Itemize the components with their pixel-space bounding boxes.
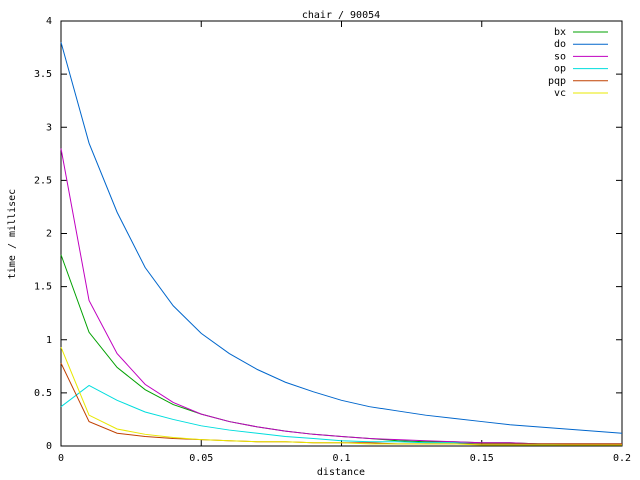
x-axis-label: distance (317, 467, 365, 478)
y-tick-label: 0.5 (34, 388, 52, 399)
series-line (60, 42, 623, 434)
y-tick-label: 2.5 (34, 175, 52, 186)
y-tick-label: 4 (46, 16, 52, 27)
y-tick-label: 1 (46, 335, 52, 346)
legend-label: op (554, 64, 566, 75)
x-tick-label: 0.05 (189, 453, 213, 464)
y-tick-label: 1.5 (34, 282, 52, 293)
legend-label: do (554, 39, 566, 50)
legend-label: bx (554, 27, 566, 38)
series-line (60, 346, 622, 446)
legend-label: pqp (548, 76, 566, 87)
y-tick-label: 2 (46, 229, 52, 240)
y-axis-label: time / millisec (7, 189, 18, 279)
y-tick-label: 3.5 (34, 69, 52, 80)
x-tick-label: 0.2 (613, 453, 631, 464)
legend-label: so (554, 51, 566, 62)
x-tick-label: 0 (58, 453, 64, 464)
x-tick-label: 0.15 (470, 453, 494, 464)
x-tick-label: 0.1 (332, 453, 350, 464)
legend-label: vc (554, 88, 566, 99)
chart-title: chair / 90054 (302, 10, 380, 21)
y-tick-label: 3 (46, 122, 52, 133)
y-tick-label: 0 (46, 441, 52, 452)
